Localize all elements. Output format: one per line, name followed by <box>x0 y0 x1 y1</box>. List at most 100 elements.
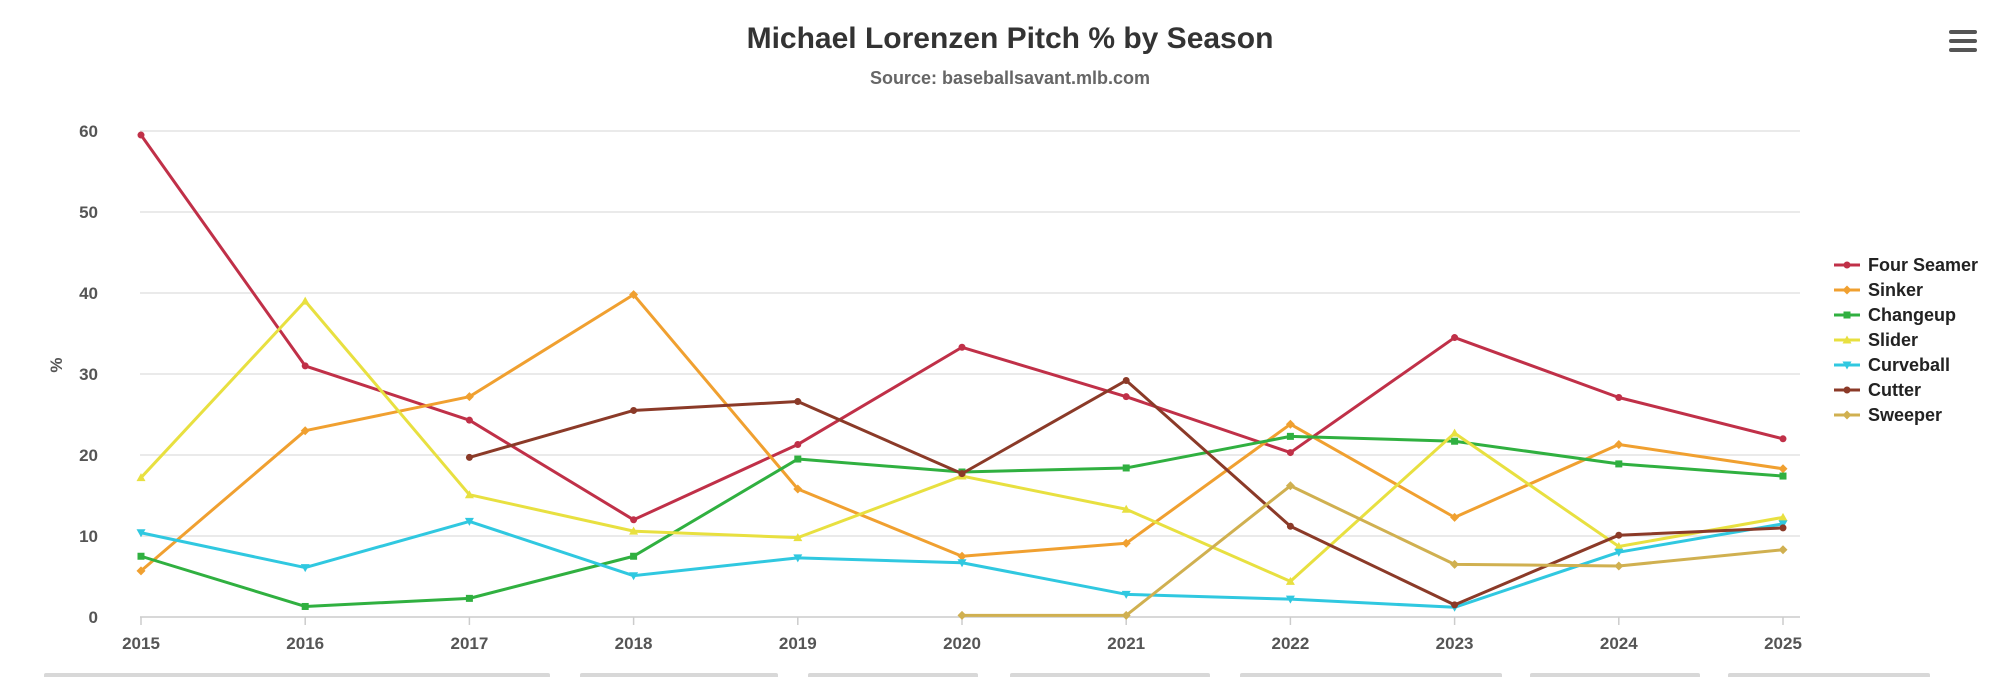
data-point[interactable] <box>1121 538 1131 548</box>
data-point[interactable] <box>1121 610 1131 620</box>
data-point[interactable] <box>958 470 966 478</box>
data-point[interactable] <box>1779 524 1787 532</box>
data-point[interactable] <box>137 131 145 139</box>
data-point[interactable] <box>1614 548 1624 557</box>
data-point[interactable] <box>465 416 473 424</box>
data-point[interactable] <box>300 564 310 573</box>
y-tick-label: 30 <box>79 365 98 384</box>
data-point[interactable] <box>137 552 145 560</box>
scroll-strip <box>808 673 978 677</box>
data-point[interactable] <box>1778 512 1788 521</box>
data-point[interactable] <box>629 526 639 535</box>
legend-item[interactable]: Cutter <box>1834 380 1921 400</box>
data-point[interactable] <box>1450 559 1460 569</box>
x-axis-ticks: 2015 2016 2017 2018 2019 2020 2021 2022 2023 2024… <box>122 617 1802 653</box>
legend-item[interactable]: Changeup <box>1834 305 1956 325</box>
legend-label: Cutter <box>1868 380 1921 400</box>
legend-item[interactable]: Slider <box>1834 330 1918 350</box>
data-point[interactable] <box>957 610 967 620</box>
scroll-strip <box>1240 673 1502 677</box>
data-point[interactable] <box>793 484 803 494</box>
data-point[interactable] <box>465 594 473 602</box>
data-point[interactable] <box>1286 432 1294 440</box>
data-point[interactable] <box>793 533 803 542</box>
series-group <box>957 481 1788 620</box>
data-point[interactable] <box>1122 393 1130 401</box>
data-point[interactable] <box>300 426 310 436</box>
data-point[interactable] <box>301 602 309 610</box>
legend-marker <box>1842 361 1852 370</box>
series-line <box>139 133 1785 522</box>
data-point[interactable] <box>957 559 967 568</box>
x-tick-label: 2017 <box>450 634 488 653</box>
data-point[interactable] <box>1615 393 1623 401</box>
data-point[interactable] <box>301 362 309 370</box>
data-point[interactable] <box>1615 460 1623 468</box>
series-group <box>136 517 1788 612</box>
data-point[interactable] <box>1285 419 1295 429</box>
data-point[interactable] <box>1451 601 1459 609</box>
x-tick-label: 2021 <box>1107 634 1145 653</box>
data-point[interactable] <box>464 517 474 526</box>
data-point[interactable] <box>630 516 638 524</box>
data-point[interactable] <box>630 552 638 560</box>
data-point[interactable] <box>1778 464 1788 474</box>
legend-label: Sinker <box>1868 280 1923 300</box>
data-point[interactable] <box>136 473 146 482</box>
data-point[interactable] <box>300 296 310 305</box>
scroll-strip <box>44 673 550 677</box>
legend-marker <box>1843 311 1851 319</box>
data-point[interactable] <box>1285 595 1295 604</box>
data-point[interactable] <box>1121 504 1131 513</box>
legend-item[interactable]: Sinker <box>1834 280 1923 300</box>
data-point[interactable] <box>1451 334 1459 342</box>
data-point[interactable] <box>794 440 802 448</box>
data-point[interactable] <box>1285 576 1295 585</box>
x-tick-label: 2023 <box>1436 634 1474 653</box>
data-point[interactable] <box>1779 435 1787 443</box>
data-point[interactable] <box>794 455 802 463</box>
chart-menu-button[interactable] <box>1948 26 1978 56</box>
data-point[interactable] <box>958 343 966 351</box>
data-point[interactable] <box>465 453 473 461</box>
data-point[interactable] <box>630 406 638 414</box>
series-group <box>137 432 1787 610</box>
data-point[interactable] <box>1615 531 1623 539</box>
data-point[interactable] <box>464 490 474 499</box>
legend-item[interactable]: Sweeper <box>1834 405 1942 425</box>
data-point[interactable] <box>136 529 146 538</box>
data-point[interactable] <box>1286 522 1294 530</box>
data-point[interactable] <box>1286 449 1294 457</box>
legend-label: Slider <box>1868 330 1918 350</box>
data-point[interactable] <box>1121 590 1131 599</box>
data-point[interactable] <box>793 554 803 563</box>
data-point[interactable] <box>136 566 146 576</box>
data-point[interactable] <box>1778 520 1788 529</box>
data-point[interactable] <box>957 551 967 561</box>
series-group <box>136 296 1788 585</box>
scroll-strip <box>1728 673 1930 677</box>
data-point[interactable] <box>1122 464 1130 472</box>
data-point[interactable] <box>464 392 474 402</box>
data-point[interactable] <box>794 398 802 406</box>
legend-marker <box>1842 285 1852 295</box>
data-point[interactable] <box>629 290 639 300</box>
data-point[interactable] <box>1614 542 1624 551</box>
data-point[interactable] <box>1614 561 1624 571</box>
y-tick-label: 0 <box>89 608 98 627</box>
data-point[interactable] <box>1122 376 1130 384</box>
legend-label: Curveball <box>1868 355 1950 375</box>
data-point[interactable] <box>1450 428 1460 437</box>
data-point[interactable] <box>1450 512 1460 522</box>
legend-label: Four Seamer <box>1868 255 1978 275</box>
data-point[interactable] <box>629 572 639 581</box>
data-point[interactable] <box>1778 545 1788 555</box>
legend-item[interactable]: Four Seamer <box>1834 255 1978 275</box>
legend-item[interactable]: Curveball <box>1834 355 1950 375</box>
data-point[interactable] <box>1614 439 1624 449</box>
data-point[interactable] <box>1779 472 1787 480</box>
y-tick-label: 20 <box>79 446 98 465</box>
data-point[interactable] <box>1451 437 1459 445</box>
data-point[interactable] <box>1285 481 1295 491</box>
